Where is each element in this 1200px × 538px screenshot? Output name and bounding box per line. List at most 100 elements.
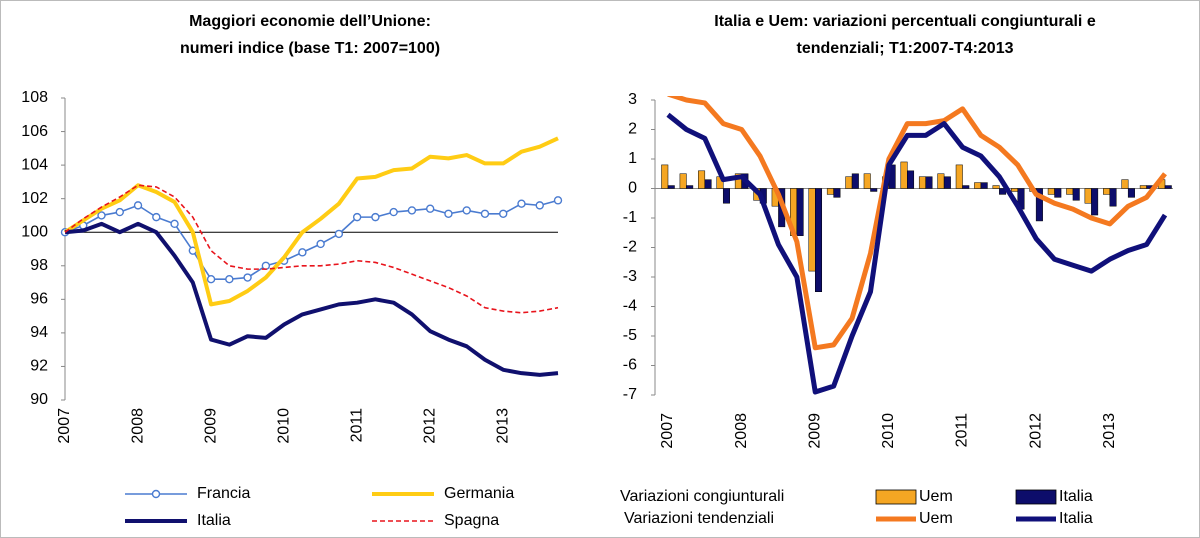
y-tick-label: 1 bbox=[628, 150, 637, 167]
bar bbox=[1127, 188, 1135, 198]
bar bbox=[679, 173, 687, 189]
bar bbox=[686, 185, 694, 189]
legend-swatch bbox=[875, 489, 917, 505]
y-tick-label: -3 bbox=[623, 268, 637, 285]
bar bbox=[907, 170, 915, 189]
series-line bbox=[64, 221, 559, 377]
bar bbox=[1109, 188, 1117, 207]
bar bbox=[667, 185, 675, 189]
x-tick-label: 2012 bbox=[421, 408, 438, 444]
chart-title: Maggiori economie dell’Unione: bbox=[189, 13, 431, 30]
legend-row-label: Variazioni congiunturali bbox=[620, 488, 784, 505]
x-tick-label: 2010 bbox=[880, 413, 897, 449]
series-line bbox=[64, 199, 559, 280]
bar bbox=[1054, 188, 1062, 198]
x-tick-label: 2007 bbox=[659, 413, 676, 449]
y-tick-label: -4 bbox=[623, 298, 637, 315]
y-tick-label: 106 bbox=[21, 123, 48, 140]
bar bbox=[974, 182, 982, 189]
bar bbox=[808, 188, 816, 272]
bar bbox=[918, 176, 926, 189]
point bbox=[462, 206, 471, 215]
bar bbox=[1035, 188, 1043, 222]
point bbox=[352, 212, 362, 222]
x-tick-label: 2009 bbox=[806, 413, 823, 449]
y-tick-label: 3 bbox=[628, 91, 637, 108]
bar bbox=[937, 173, 945, 189]
point bbox=[133, 201, 143, 210]
x-tick-label: 2010 bbox=[275, 408, 292, 444]
point bbox=[480, 209, 490, 218]
point bbox=[517, 199, 526, 208]
legend-label: Italia bbox=[1059, 488, 1093, 505]
y-tick-label: 2 bbox=[628, 121, 637, 138]
bar bbox=[1010, 188, 1018, 192]
x-tick-label: 2009 bbox=[202, 408, 219, 444]
point bbox=[334, 229, 344, 239]
chart-title: numeri indice (base T1: 2007=100) bbox=[180, 40, 440, 57]
y-tick-label: 90 bbox=[30, 391, 48, 408]
bar bbox=[661, 164, 669, 189]
y-tick-label: -2 bbox=[623, 239, 637, 256]
series-line bbox=[667, 96, 1167, 351]
series-line bbox=[63, 136, 559, 307]
bar bbox=[1164, 185, 1172, 189]
point bbox=[206, 275, 216, 284]
x-tick-label: 2012 bbox=[1027, 413, 1044, 449]
bar bbox=[992, 185, 1000, 189]
bar bbox=[698, 170, 706, 189]
point bbox=[225, 275, 234, 284]
legend-label: Uem bbox=[919, 488, 953, 505]
y-tick-label: -6 bbox=[623, 357, 637, 374]
y-tick-label: 94 bbox=[30, 324, 48, 341]
bar bbox=[851, 173, 859, 189]
legend-label: Italia bbox=[1059, 510, 1093, 527]
y-tick-label: 96 bbox=[30, 291, 48, 308]
legend-label: Spagna bbox=[444, 512, 499, 529]
x-tick-label: 2007 bbox=[56, 408, 73, 444]
bar bbox=[1047, 188, 1055, 195]
bar bbox=[980, 182, 988, 189]
y-tick-label: 108 bbox=[21, 89, 48, 106]
y-tick-label: -5 bbox=[623, 327, 637, 344]
legend-label: Francia bbox=[197, 485, 250, 502]
bar bbox=[900, 161, 908, 189]
bar bbox=[962, 185, 970, 189]
bar bbox=[925, 176, 933, 189]
bar bbox=[796, 188, 804, 236]
bar bbox=[870, 188, 878, 192]
point bbox=[389, 207, 398, 217]
bar bbox=[1091, 188, 1099, 216]
point bbox=[115, 207, 124, 217]
legend-row-label: Variazioni tendenziali bbox=[624, 510, 774, 527]
bar bbox=[704, 179, 712, 189]
y-tick-label: 92 bbox=[30, 358, 48, 375]
point bbox=[170, 219, 179, 229]
y-tick-label: 98 bbox=[30, 257, 48, 274]
bar bbox=[845, 176, 853, 189]
bar bbox=[863, 173, 871, 189]
point bbox=[425, 204, 435, 213]
bar bbox=[1066, 188, 1074, 195]
y-tick-label: -7 bbox=[623, 386, 637, 403]
y-tick-label: 100 bbox=[21, 223, 48, 240]
point bbox=[316, 239, 325, 249]
bar bbox=[1084, 188, 1092, 204]
y-tick-label: 102 bbox=[21, 190, 48, 207]
bar bbox=[833, 188, 841, 198]
series-line bbox=[64, 184, 559, 314]
x-tick-label: 2011 bbox=[348, 408, 365, 443]
point bbox=[499, 209, 508, 218]
y-tick-label: -1 bbox=[623, 209, 637, 226]
point bbox=[371, 212, 380, 222]
point bbox=[97, 211, 106, 220]
bar bbox=[1139, 185, 1147, 189]
x-tick-label: 2011 bbox=[954, 413, 971, 448]
plot-area bbox=[661, 96, 1172, 395]
point bbox=[298, 248, 307, 257]
point bbox=[444, 209, 453, 218]
y-tick-label: 0 bbox=[628, 180, 637, 197]
point bbox=[553, 196, 563, 205]
